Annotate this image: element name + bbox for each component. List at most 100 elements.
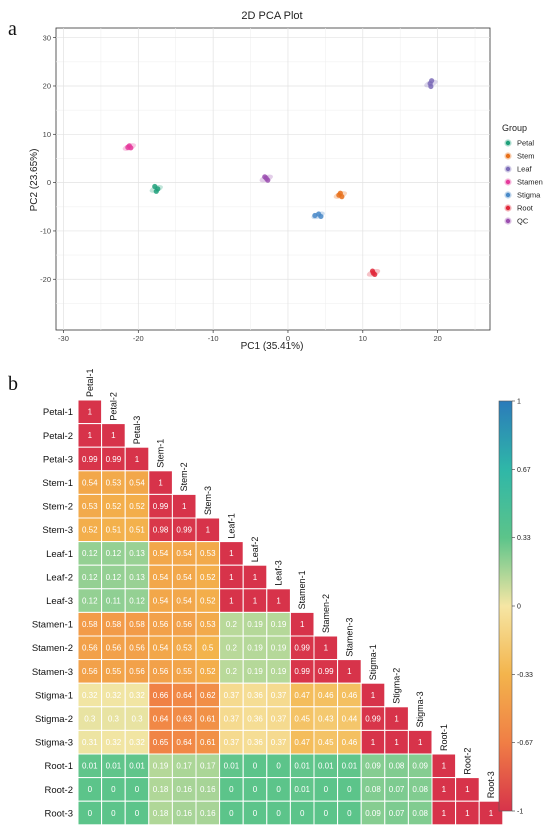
panel-letter-a: a: [8, 18, 17, 40]
heatmap-cell-value: 0.61: [200, 714, 216, 723]
heatmap-cell-value: 0.65: [153, 738, 169, 747]
pca-point: [339, 194, 345, 200]
heatmap-column-label: Stem-2: [179, 462, 189, 491]
heatmap-cell-value: 0.13: [129, 549, 145, 558]
heatmap-row-label: Stem-2: [42, 502, 73, 513]
heatmap-cell-value: 1: [206, 526, 211, 535]
legend-label: Stem: [517, 152, 535, 161]
heatmap-colorbar: 1 0.67 0.33 0 -0.33 -0.67 -1: [498, 399, 533, 816]
heatmap-cell-value: 0.3: [108, 714, 120, 723]
heatmap-column-label: Leaf-1: [226, 513, 236, 539]
heatmap-cell-value: 0.54: [82, 478, 98, 487]
heatmap-cell-value: 0.19: [247, 667, 263, 676]
heatmap-cell-value: 0.56: [176, 620, 192, 629]
heatmap-cell-value: 0: [111, 809, 116, 818]
heatmap-cell-value: 0.55: [176, 667, 192, 676]
pca-point: [153, 188, 159, 194]
heatmap-cell-value: 1: [465, 809, 470, 818]
heatmap-cell-value: 0: [253, 762, 258, 771]
heatmap-cell-value: 0.45: [294, 714, 310, 723]
heatmap-cell-value: 0.64: [176, 738, 192, 747]
heatmap-cell-value: 0.37: [271, 714, 287, 723]
heatmap-cell-value: 0: [347, 809, 352, 818]
heatmap-cell-value: 0.01: [342, 762, 358, 771]
heatmap-column-label: Stigma-3: [415, 691, 425, 727]
heatmap-cell-value: 0.54: [129, 478, 145, 487]
heatmap-cell-value: 0.52: [200, 667, 216, 676]
colorbar-tick-label: 0: [517, 604, 521, 611]
heatmap-row-label: Stem-3: [42, 525, 73, 536]
heatmap-cell-value: 0.37: [271, 691, 287, 700]
heatmap-cell-value: 0.54: [176, 549, 192, 558]
heatmap-cell-value: 0: [135, 785, 140, 794]
heatmap-cell-value: 0.36: [247, 738, 263, 747]
legend-label: QC: [517, 217, 529, 226]
heatmap-cell-value: 0.56: [82, 644, 98, 653]
heatmap-row-label: Stamen-2: [32, 643, 73, 654]
heatmap-cell-value: 0: [229, 809, 234, 818]
legend-title: Group: [502, 123, 527, 133]
legend-key-dot: [505, 153, 511, 159]
heatmap-cell-value: 0: [111, 785, 116, 794]
heatmap-cell-value: 0.37: [224, 691, 240, 700]
heatmap-cell-value: 0: [276, 785, 281, 794]
colorbar-tick-label: -0.33: [517, 672, 533, 679]
heatmap-cell-value: 1: [88, 431, 93, 440]
heatmap-cell-value: 0: [88, 785, 93, 794]
heatmap-cell-value: 0.99: [153, 502, 169, 511]
heatmap-cell-value: 0.37: [271, 738, 287, 747]
x-tick-label: -20: [133, 334, 144, 343]
heatmap-cell-value: 0.31: [82, 738, 98, 747]
heatmap-cell-value: 0.56: [129, 644, 145, 653]
pca-y-ticks: 30 20 10 0 -10 -20: [40, 33, 56, 284]
heatmap-cell-value: 0.08: [412, 809, 428, 818]
heatmap-column-label: Stamen-2: [321, 594, 331, 633]
heatmap-cell-value: 0.99: [106, 455, 122, 464]
heatmap-cell-value: 0: [88, 809, 93, 818]
pca-point: [318, 213, 324, 220]
heatmap-cell-value: 0.52: [106, 502, 122, 511]
heatmap-cell-value: 0.36: [247, 691, 263, 700]
heatmap-cell-value: 0.54: [153, 644, 169, 653]
heatmap-cell-value: 0.16: [176, 785, 192, 794]
colorbar-tick-label: -0.67: [517, 740, 533, 747]
heatmap-cell-value: 0.44: [342, 714, 358, 723]
heatmap-row-label: Petal-3: [43, 454, 73, 465]
heatmap-cell-value: 0.53: [106, 478, 122, 487]
heatmap-cell-value: 0.2: [226, 667, 238, 676]
heatmap-cell-value: 0.58: [129, 620, 145, 629]
heatmap-row-label: Root-3: [44, 808, 73, 819]
pca-point: [370, 270, 376, 276]
heatmap-cell-value: 0.32: [129, 738, 145, 747]
heatmap-cell-value: 1: [442, 809, 447, 818]
pca-grid: [56, 28, 490, 330]
heatmap-cell-value: 0.12: [82, 596, 98, 605]
x-tick-label: 20: [433, 334, 441, 343]
heatmap-column-label: Stamen-1: [297, 570, 307, 609]
heatmap-cell-value: 0.32: [106, 691, 122, 700]
heatmap-cell-value: 0.17: [200, 762, 216, 771]
heatmap-row-label: Leaf-3: [46, 596, 73, 607]
colorbar-tick-label: 0.67: [517, 467, 531, 474]
heatmap-cell-value: 0.52: [200, 596, 216, 605]
heatmap-cell-value: 1: [135, 455, 140, 464]
heatmap-cell-value: 0.5: [202, 644, 214, 653]
heatmap-cell-value: 0.98: [153, 526, 169, 535]
y-tick-label: 10: [43, 130, 51, 139]
heatmap-cell-value: 0.07: [389, 785, 405, 794]
heatmap-cell-value: 0.47: [294, 691, 310, 700]
heatmap-row-label: Leaf-2: [46, 572, 73, 583]
heatmap-cell-value: 0: [324, 785, 329, 794]
heatmap-cell-value: 0.19: [153, 762, 169, 771]
heatmap-cell-value: 0.01: [318, 762, 334, 771]
heatmap-cell-value: 0.56: [82, 667, 98, 676]
heatmap-cell-value: 0.01: [106, 762, 122, 771]
heatmap-cell-value: 1: [253, 596, 258, 605]
legend-key-dot: [505, 140, 511, 146]
heatmap-cell-value: 0.54: [153, 573, 169, 582]
y-tick-label: -10: [40, 227, 51, 236]
legend-label: Petal: [517, 139, 534, 148]
heatmap-row-label: Stamen-1: [32, 620, 73, 631]
colorbar-tick-label: 1: [517, 399, 521, 406]
